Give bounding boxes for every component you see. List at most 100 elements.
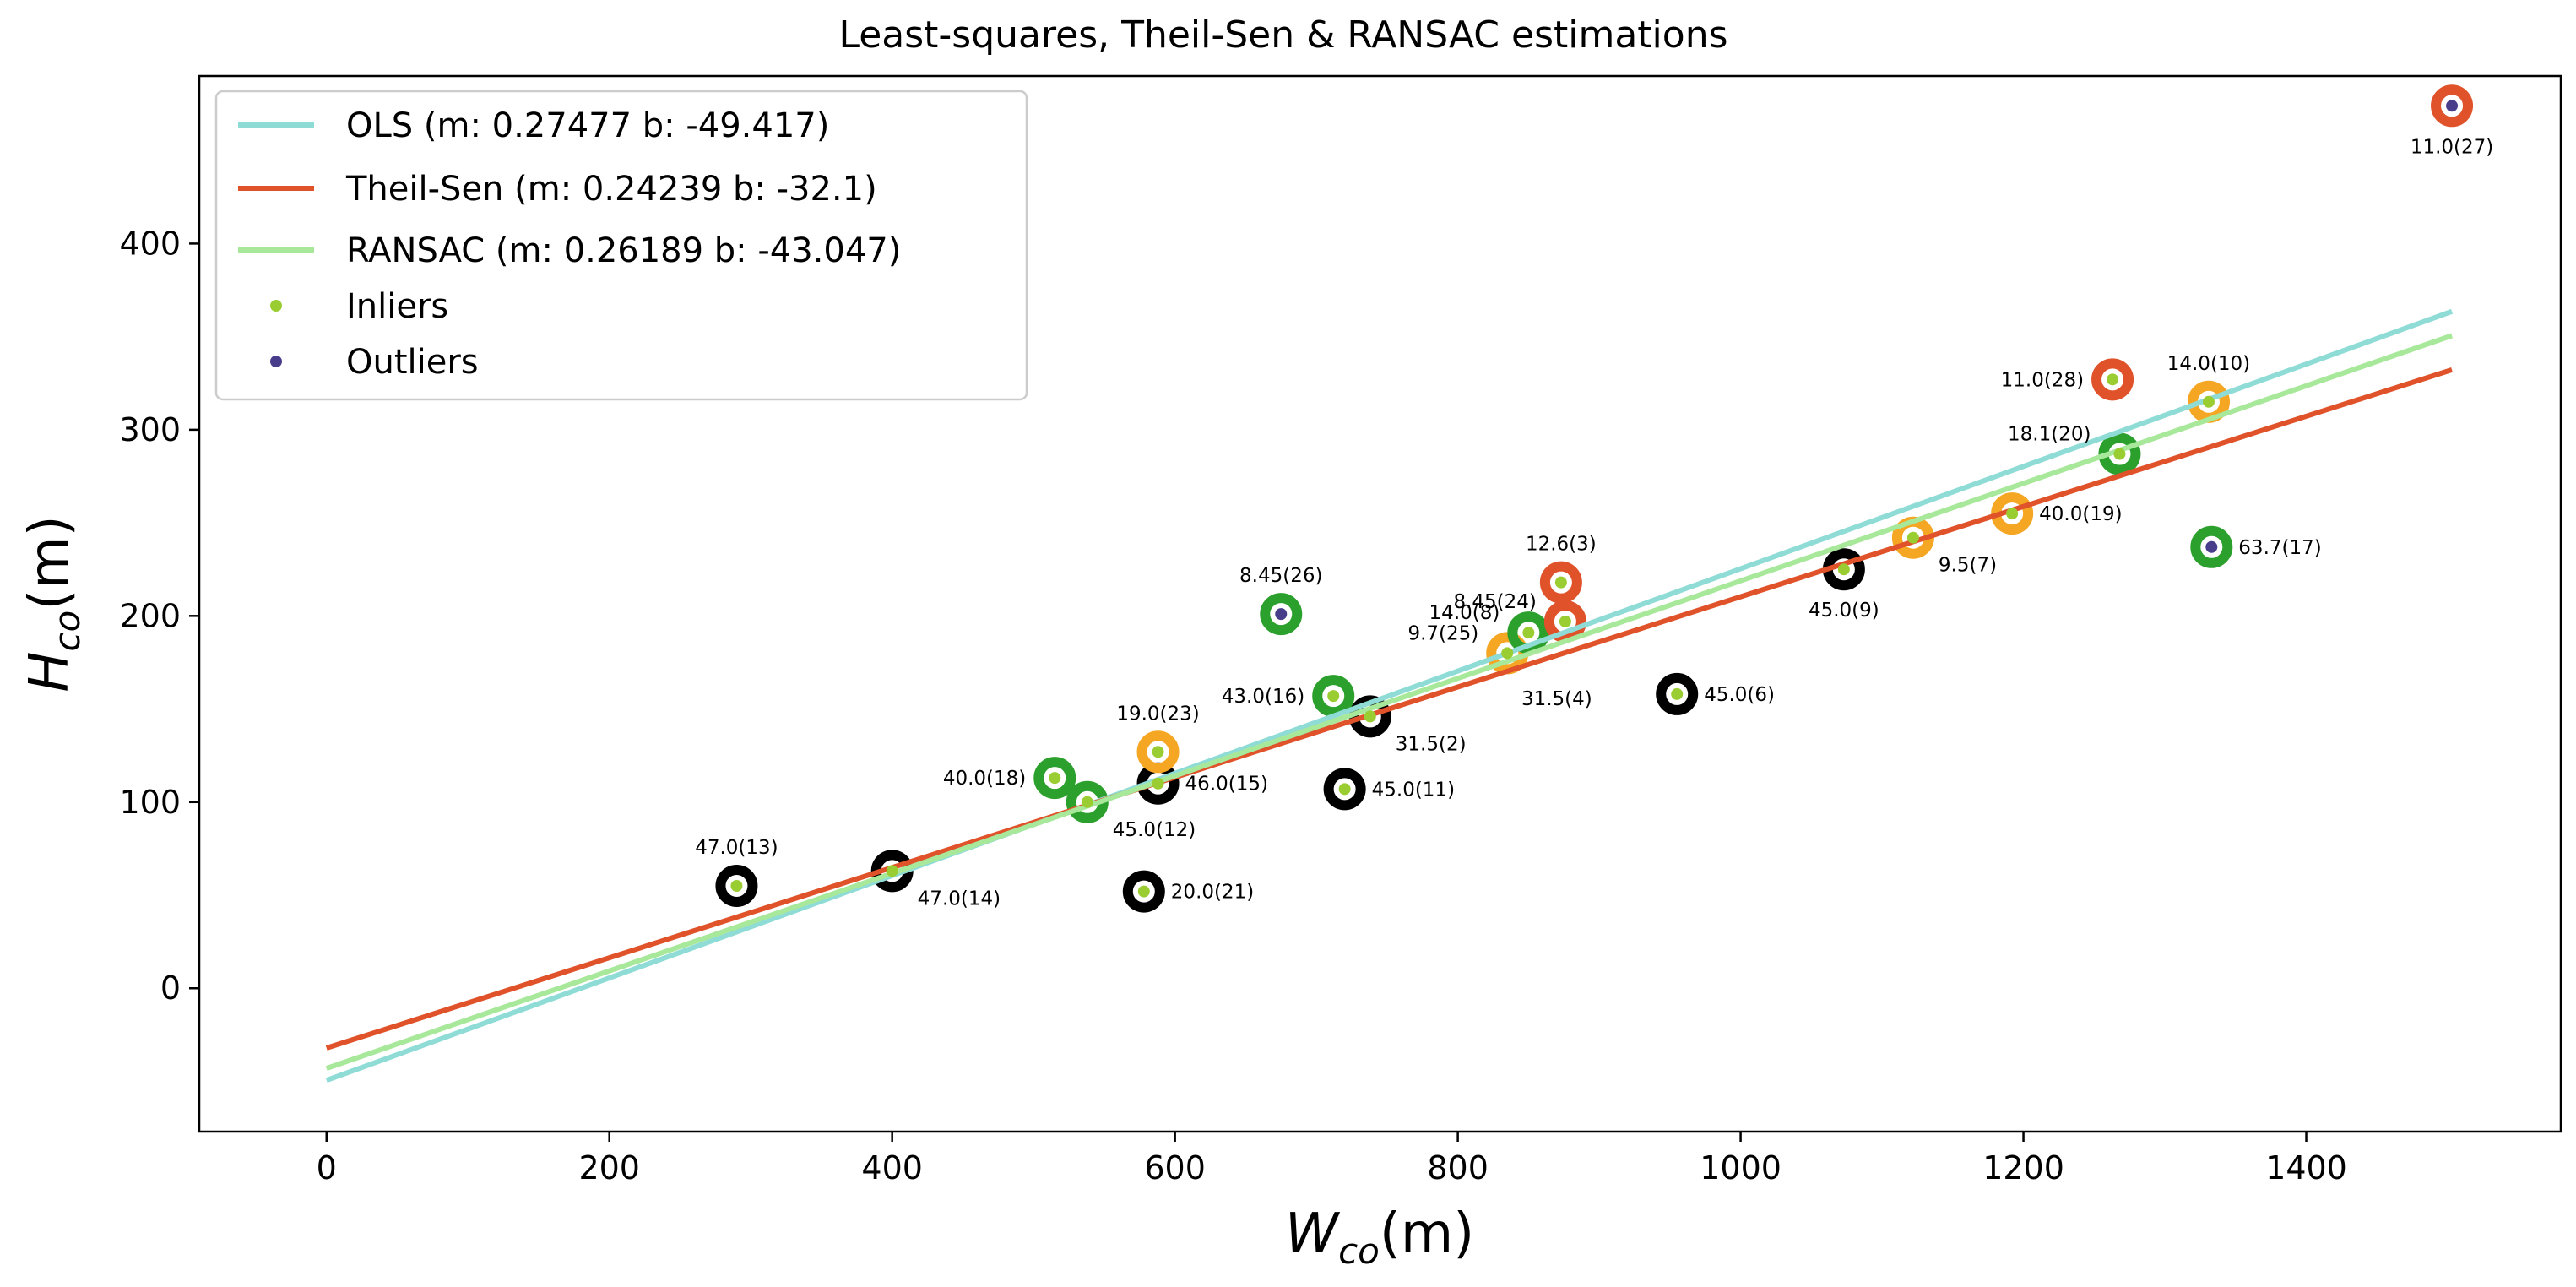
point-label: 47.0(14) — [918, 888, 1001, 910]
x-tick-label: 600 — [1144, 1149, 1206, 1187]
x-tick-label: 1400 — [2265, 1149, 2347, 1187]
x-tick-label: 800 — [1427, 1149, 1489, 1187]
point-label: 14.0(10) — [2167, 353, 2250, 375]
inlier-point — [1522, 627, 1535, 639]
y-tick-label: 0 — [160, 969, 181, 1007]
inlier-point — [1338, 783, 1351, 796]
x-axis-label-unit: (m) — [1380, 1203, 1474, 1265]
point-ring — [1033, 757, 1076, 800]
point-ring — [1136, 730, 1180, 774]
legend-label-ransac: RANSAC (m: 0.26189 b: -43.047) — [346, 231, 901, 270]
inlier-point — [1137, 885, 1150, 898]
point-ring — [1543, 600, 1586, 643]
point-label: 18.1(20) — [2008, 424, 2091, 446]
inlier-point — [886, 865, 898, 877]
outlier-point — [2446, 100, 2459, 112]
inlier-point — [1501, 647, 1514, 660]
inlier-point — [1081, 796, 1093, 808]
point-label: 20.0(21) — [1171, 882, 1254, 904]
point-label: 31.5(4) — [1521, 688, 1592, 710]
inlier-point — [2006, 508, 2019, 520]
inlier-point — [2113, 448, 2126, 460]
x-axis-label-main: W — [1285, 1203, 1341, 1265]
point-ring — [1539, 561, 1582, 604]
point-label: 9.5(7) — [1939, 555, 1997, 577]
point-ring — [2190, 525, 2233, 568]
y-tick-label: 300 — [119, 411, 181, 448]
x-tick-label: 1200 — [1982, 1149, 2064, 1187]
point-label: 43.0(16) — [1222, 686, 1304, 708]
x-tick-label: 400 — [861, 1149, 923, 1187]
outlier-point — [1275, 608, 1288, 621]
legend-marker-inliers — [270, 300, 282, 312]
y-axis: 0 100 200 300 400 — [119, 225, 199, 1007]
point-ring — [2091, 358, 2134, 401]
point-label: 9.7(25) — [1407, 622, 1478, 644]
point-ring — [1656, 672, 1699, 715]
point-ring — [715, 864, 758, 907]
inlier-point — [1906, 531, 1919, 544]
x-axis-label: Wco(m) — [1285, 1203, 1474, 1272]
legend-label-inliers: Inliers — [346, 287, 448, 326]
point-label: 8.45(24) — [1453, 591, 1536, 613]
legend-label-ols: OLS (m: 0.27477 b: -49.417) — [346, 106, 829, 145]
point-ring — [2431, 84, 2474, 128]
legend-label-theil-sen: Theil-Sen (m: 0.24239 b: -32.1) — [345, 170, 877, 209]
inlier-point — [1559, 615, 1571, 627]
inlier-point — [1152, 746, 1164, 758]
x-tick-label: 1000 — [1700, 1149, 1782, 1187]
inlier-point — [1837, 563, 1850, 576]
y-axis-label-main: H — [19, 651, 81, 692]
inlier-point — [1671, 687, 1684, 700]
y-axis-label: Hco(m) — [19, 515, 88, 692]
inlier-point — [1364, 710, 1376, 723]
point-label: 46.0(15) — [1185, 774, 1268, 796]
x-axis: 0 200 400 600 800 1000 1200 1400 — [317, 1132, 2347, 1187]
y-axis-label-unit: (m) — [19, 515, 81, 610]
point-label: 8.45(26) — [1239, 565, 1322, 587]
fit-line-theil-sen — [325, 367, 2453, 1051]
inlier-point — [730, 879, 743, 892]
y-tick-label: 400 — [119, 225, 181, 262]
legend: OLS (m: 0.27477 b: -49.417) Theil-Sen (m… — [214, 90, 1028, 401]
point-label: 14.0(8) — [1429, 602, 1500, 624]
fit-line-ransac — [325, 333, 2454, 1071]
point-ring — [1260, 593, 1303, 636]
point-label: 11.0(28) — [2001, 369, 2084, 391]
plot-frame — [198, 74, 2562, 1133]
point-ring — [1323, 768, 1366, 811]
chart-title: Least-squares, Theil-Sen & RANSAC estima… — [838, 14, 1727, 57]
point-label: 45.0(6) — [1704, 684, 1775, 706]
y-axis-label-sub: co — [46, 611, 88, 652]
outlier-point — [2205, 540, 2218, 553]
point-label: 19.0(23) — [1116, 703, 1199, 725]
point-label: 12.6(3) — [1526, 534, 1597, 556]
y-tick-label: 100 — [119, 784, 181, 821]
point-label: 45.0(11) — [1372, 779, 1455, 801]
fit-line-ols — [325, 308, 2454, 1083]
point-label: 47.0(13) — [695, 837, 778, 859]
inlier-point — [1554, 576, 1567, 589]
point-label: 40.0(19) — [2039, 503, 2122, 525]
point-ring — [1122, 870, 1165, 913]
point-ring — [1312, 675, 1355, 718]
x-axis-label-sub: co — [1338, 1230, 1380, 1272]
point-label: 40.0(18) — [943, 768, 1026, 790]
inlier-point — [1049, 772, 1061, 785]
inlier-point — [2107, 373, 2119, 386]
point-label: 63.7(17) — [2238, 537, 2321, 559]
inlier-point — [1327, 690, 1340, 703]
point-label: 45.0(9) — [1809, 600, 1879, 622]
legend-label-outliers: Outliers — [346, 343, 479, 382]
x-tick-label: 200 — [578, 1149, 640, 1187]
x-tick-label: 0 — [317, 1149, 337, 1187]
y-tick-label: 200 — [119, 597, 181, 634]
point-label: 31.5(2) — [1396, 733, 1467, 755]
plot-area: 47.0(13) 47.0(14) 40.0(18) 45.0(12) 20.0(21)… — [325, 84, 2493, 1083]
point-label: 11.0(27) — [2411, 136, 2493, 158]
inlier-point — [2202, 395, 2215, 408]
point-label: 45.0(12) — [1113, 819, 1196, 841]
inlier-point — [1152, 777, 1164, 790]
legend-box — [214, 90, 1028, 401]
